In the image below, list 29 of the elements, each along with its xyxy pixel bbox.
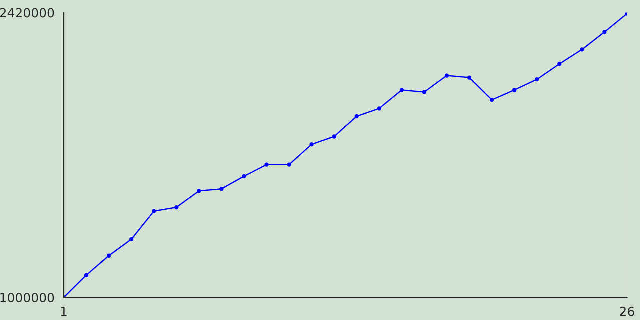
point [377, 106, 382, 111]
x-tick-label: 26 [620, 306, 634, 316]
point [354, 114, 359, 119]
point [558, 62, 562, 66]
line-series [64, 12, 628, 298]
y-tick-label: 1000000 [0, 293, 54, 303]
point [467, 76, 472, 80]
point [264, 162, 269, 167]
point [174, 205, 179, 210]
point [512, 88, 517, 92]
point [444, 74, 450, 78]
point [287, 162, 292, 167]
y-tick-label: 2420000 [0, 8, 54, 18]
point [197, 189, 202, 194]
point [535, 78, 540, 82]
point [310, 142, 314, 147]
point [242, 174, 246, 179]
point [490, 98, 494, 102]
point [152, 209, 156, 214]
x-tick-label: 1 [61, 307, 67, 316]
point [84, 273, 89, 278]
point [332, 134, 336, 139]
point [422, 90, 427, 94]
point [130, 237, 134, 242]
point [106, 254, 112, 258]
point [400, 88, 404, 92]
point [602, 30, 607, 34]
point [220, 187, 224, 192]
point [580, 48, 584, 52]
